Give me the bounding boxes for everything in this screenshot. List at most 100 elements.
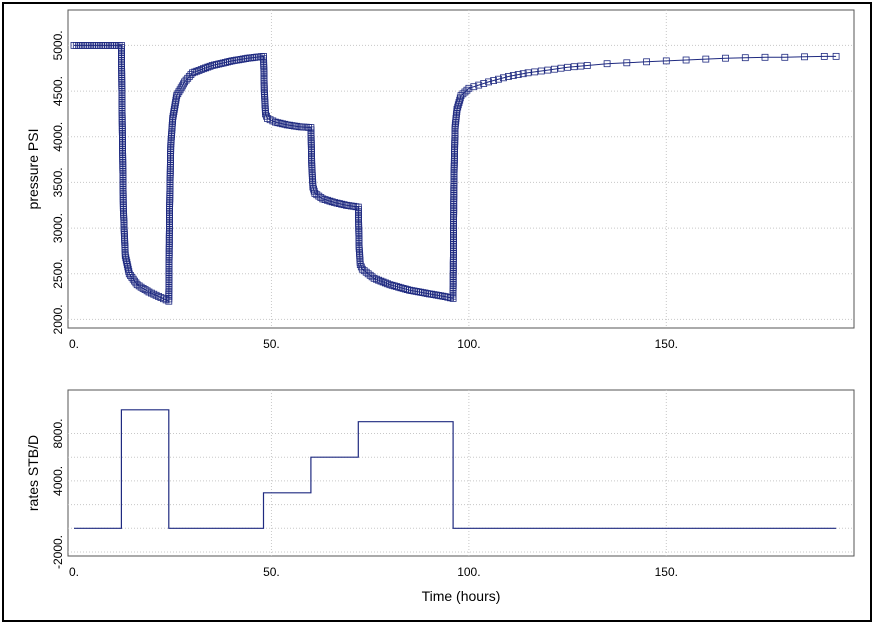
pressure-data-point xyxy=(335,200,343,208)
pressure-data-point xyxy=(403,286,411,294)
pressure-data-point xyxy=(191,68,199,76)
pressure-data-point xyxy=(514,71,522,78)
pressure-y-tick-label: 4500. xyxy=(51,76,65,106)
pressure-data-point xyxy=(368,273,376,281)
rates-x-ticks: 0. 50. 100. 150. xyxy=(69,565,678,579)
time-x-axis-label: Time (hours) xyxy=(422,588,501,604)
pressure-data-point xyxy=(189,69,196,77)
pressure-data-point xyxy=(375,276,383,284)
pressure-series-line xyxy=(74,44,837,302)
pressure-data-point xyxy=(286,121,294,129)
pressure-data-point xyxy=(485,78,493,86)
rates-x-tick-label: 50. xyxy=(263,565,280,579)
pressure-data-point xyxy=(195,67,203,74)
rates-panel: 0. 50. 100. 150. -2000. 4000. 8000. rates STB… xyxy=(25,389,855,604)
pressure-data-point xyxy=(551,65,558,73)
pressure-data-point xyxy=(155,292,162,300)
pressure-data-point xyxy=(338,200,346,208)
pressure-data-point xyxy=(682,56,690,64)
pressure-data-point xyxy=(124,263,132,271)
pressure-data-point xyxy=(271,118,279,126)
pressure-data-point xyxy=(274,119,282,127)
rates-x-tick-label: 150. xyxy=(655,565,678,579)
pressure-data-point xyxy=(388,281,396,289)
pressure-data-point xyxy=(173,92,181,99)
pressure-data-point xyxy=(379,278,387,286)
pressure-data-point xyxy=(475,81,483,89)
pressure-data-point xyxy=(453,105,461,113)
pressure-data-point xyxy=(147,289,155,297)
pressure-data-point xyxy=(454,101,462,109)
pressure-data-point xyxy=(397,284,405,292)
pressure-data-point xyxy=(172,96,180,104)
pressure-data-point xyxy=(741,54,749,62)
pressure-data-point xyxy=(328,198,336,206)
pressure-data-point xyxy=(143,287,151,295)
pressure-data-point xyxy=(390,282,398,290)
pressure-data-point xyxy=(421,289,429,297)
pressure-data-point xyxy=(145,288,153,296)
pressure-data-point xyxy=(386,281,394,289)
pressure-data-point xyxy=(127,272,134,280)
rates-y-axis-label: rates STB/D xyxy=(25,435,41,511)
pressure-data-point xyxy=(125,270,133,278)
pressure-data-point xyxy=(199,65,207,73)
pressure-data-point xyxy=(519,70,527,78)
pressure-data-point xyxy=(135,282,143,290)
rates-step-line xyxy=(74,409,837,529)
pressure-data-point xyxy=(395,283,403,291)
pressure-x-ticks: 0. 50. 100. 150. xyxy=(69,337,678,351)
pressure-data-point xyxy=(326,197,334,205)
pressure-data-point xyxy=(193,67,201,75)
pressure-data-point xyxy=(441,293,449,301)
pressure-data-point xyxy=(370,274,378,282)
pressure-data-point xyxy=(372,275,380,283)
rates-y-ticks: -2000. 4000. 8000. xyxy=(51,419,65,569)
rates-x-tick-label: 0. xyxy=(69,565,79,579)
pressure-data-point xyxy=(321,196,329,204)
pressure-data-point xyxy=(137,283,145,291)
pressure-data-point xyxy=(133,281,141,289)
pressure-data-point xyxy=(414,288,422,296)
pressure-y-tick-label: 3500. xyxy=(51,167,65,197)
pressure-data-point xyxy=(228,57,236,65)
pressure-data-point xyxy=(722,54,729,62)
pressure-data-point xyxy=(461,88,469,96)
pressure-data-point xyxy=(333,199,341,207)
pressure-data-point xyxy=(324,196,331,204)
pressure-x-tick-label: 150. xyxy=(655,337,678,351)
pressure-data-point xyxy=(202,64,210,72)
rates-y-tick-label: -2000. xyxy=(51,535,65,569)
pressure-panel: 0. 50. 100. 150. 2000. 2500. 3000. 3500. 4000. 4… xyxy=(25,9,855,351)
pressure-data-point xyxy=(401,285,409,293)
pressure-data-point xyxy=(208,62,216,69)
pressure-data-point xyxy=(152,291,160,299)
pressure-data-point xyxy=(623,59,631,67)
pressure-data-point xyxy=(150,290,158,298)
pressure-data-point xyxy=(377,277,385,285)
pressure-data-point xyxy=(279,120,286,128)
pressure-data-point xyxy=(141,286,149,294)
pressure-data-point xyxy=(204,63,212,71)
pressure-data-point xyxy=(239,55,247,63)
pressure-data-point xyxy=(564,63,571,71)
pressure-data-point xyxy=(801,53,808,61)
pressure-data-point xyxy=(319,195,327,203)
pressure-data-point xyxy=(470,83,478,91)
pressure-data-point xyxy=(230,57,238,64)
pressure-data-point xyxy=(263,112,270,120)
pressure-data-point xyxy=(177,84,185,92)
pressure-data-point xyxy=(215,60,223,68)
pressure-data-point xyxy=(206,62,214,70)
pressure-data-point xyxy=(217,60,225,67)
pressure-data-point xyxy=(281,120,289,128)
pressure-data-point xyxy=(495,75,502,83)
pressure-data-point xyxy=(537,67,545,75)
pressure-data-point xyxy=(170,108,178,115)
pressure-data-point xyxy=(213,61,221,68)
pressure-data-point xyxy=(187,71,195,78)
pressure-data-point xyxy=(276,119,284,127)
pressure-data-point xyxy=(524,69,532,77)
pressure-y-ticks: 2000. 2500. 3000. 3500. 4000. 4500. 5000. xyxy=(51,30,65,334)
pressure-y-tick-label: 3000. xyxy=(51,213,65,243)
